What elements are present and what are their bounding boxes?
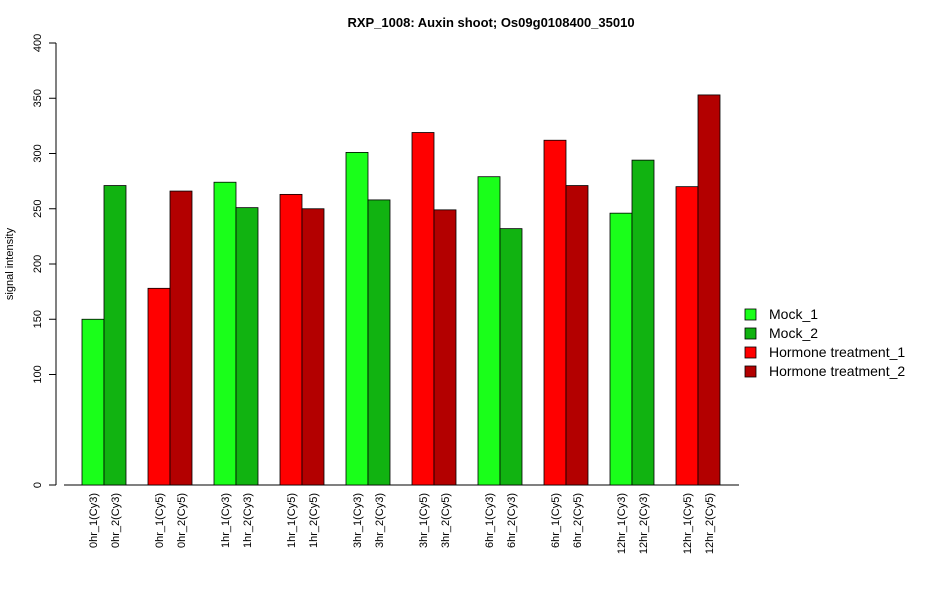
x-tick-label: 0hr_1(Cy3)	[88, 493, 100, 548]
bar	[609, 212, 633, 486]
x-tick-label: 3hr_2(Cy5)	[440, 493, 452, 548]
bar	[631, 159, 655, 486]
x-tick-label: 3hr_2(Cy3)	[374, 493, 386, 548]
bar	[147, 287, 171, 486]
legend-label: Mock_2	[769, 325, 818, 341]
y-axis-label: signal intensity	[4, 227, 16, 300]
bar	[565, 185, 589, 486]
chart-title: RXP_1008: Auxin shoot; Os09g0108400_3501…	[347, 15, 634, 30]
y-tick-label: 150	[32, 310, 44, 328]
legend-swatch	[744, 365, 757, 378]
legend-swatch	[744, 308, 757, 321]
x-tick-label: 6hr_2(Cy5)	[572, 493, 584, 548]
legend-swatch	[744, 346, 757, 359]
legend-label: Hormone treatment_2	[769, 363, 905, 379]
y-axis: 0 100 150 200 250 300 350 400	[32, 34, 57, 488]
x-tick-label: 12hr_1(Cy5)	[682, 493, 694, 554]
x-tick-label: 6hr_1(Cy5)	[550, 493, 562, 548]
x-tick-labels: 0hr_1(Cy3) 0hr_2(Cy3) 0hr_1(Cy5) 0hr_2(Cy5)…	[88, 493, 716, 554]
y-tick-label: 300	[32, 144, 44, 162]
x-tick-label: 0hr_2(Cy5)	[176, 493, 188, 548]
bar	[235, 207, 259, 486]
bar	[169, 190, 193, 486]
x-tick-label: 12hr_2(Cy3)	[638, 493, 650, 554]
x-tick-label: 6hr_1(Cy3)	[484, 493, 496, 548]
y-tick-label: 100	[32, 365, 44, 383]
x-tick-label: 1hr_2(Cy5)	[308, 493, 320, 548]
legend-label: Mock_1	[769, 306, 818, 322]
x-tick-label: 0hr_2(Cy3)	[110, 493, 122, 548]
bar	[411, 132, 435, 486]
x-tick-label: 3hr_1(Cy5)	[418, 493, 430, 548]
bar	[345, 151, 369, 486]
bar	[433, 209, 457, 486]
x-tick-label: 1hr_2(Cy3)	[242, 493, 254, 548]
x-tick-label: 3hr_1(Cy3)	[352, 493, 364, 548]
bar	[499, 228, 523, 486]
y-tick-label: 250	[32, 200, 44, 218]
bar	[81, 318, 105, 486]
y-tick-label: 350	[32, 89, 44, 107]
bar	[543, 139, 567, 486]
x-tick-label: 0hr_1(Cy5)	[154, 493, 166, 548]
bar	[301, 208, 325, 486]
bar	[675, 186, 699, 486]
y-tick-label: 0	[32, 482, 44, 488]
x-tick-label: 6hr_2(Cy3)	[506, 493, 518, 548]
bar	[697, 94, 721, 486]
legend: Mock_1 Mock_2 Hormone treatment_1 Hormone t…	[744, 306, 905, 379]
bar	[279, 193, 303, 486]
bar	[367, 199, 391, 486]
bar	[213, 181, 237, 486]
y-tick-label: 200	[32, 255, 44, 273]
x-tick-label: 12hr_1(Cy3)	[616, 493, 628, 554]
x-tick-label: 1hr_1(Cy3)	[220, 493, 232, 548]
x-tick-label: 1hr_1(Cy5)	[286, 493, 298, 548]
y-tick-label: 400	[32, 34, 44, 52]
legend-label: Hormone treatment_1	[769, 344, 905, 360]
legend-swatch	[744, 327, 757, 340]
bar	[103, 185, 127, 486]
x-tick-label: 12hr_2(Cy5)	[704, 493, 716, 554]
bars	[81, 94, 721, 486]
bar	[477, 176, 501, 486]
